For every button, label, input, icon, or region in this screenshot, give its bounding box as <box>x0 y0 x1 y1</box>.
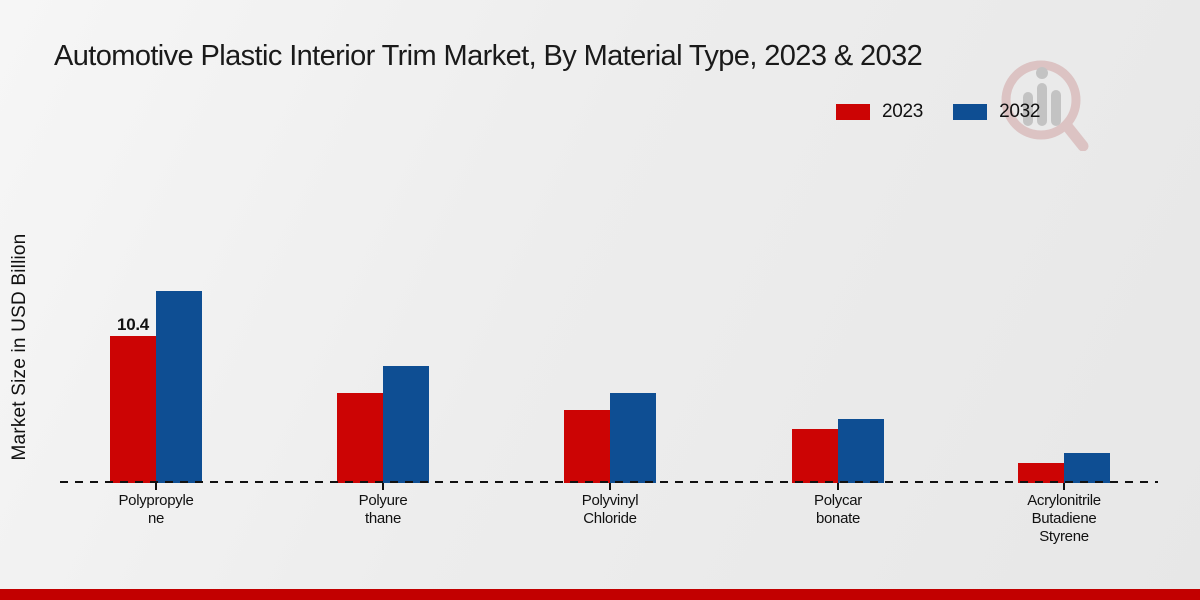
category-label-polyurethane: Polyure thane <box>298 492 468 528</box>
category-label-line: Polyvinyl <box>581 492 639 509</box>
legend-label-2023: 2023 <box>882 101 924 122</box>
category-label-line: thane <box>364 510 402 527</box>
category-label-line: Acrylonitrile <box>1027 492 1101 509</box>
axis-tick-polyurethane <box>382 483 384 490</box>
category-label-polycarbonate: Polycar bonate <box>753 492 923 528</box>
category-label-line: bonate <box>815 510 861 527</box>
category-label-line: Polyure <box>358 492 408 509</box>
bar-2023-polycarbonate <box>792 429 838 483</box>
axis-tick-polyvinyl-chloride <box>609 483 611 490</box>
bar-2023-polyurethane <box>337 393 383 483</box>
category-label-line: Styrene <box>1039 528 1089 545</box>
axis-tick-acrylonitrile-butadiene-styrene <box>1063 483 1065 490</box>
bar-2032-polyurethane <box>383 366 429 483</box>
footer-accent-bar <box>0 589 1200 600</box>
bar-2023-polyvinyl-chloride <box>564 410 610 483</box>
legend-label-2032: 2032 <box>999 101 1041 122</box>
category-label-polypropylene: Polypropyle ne <box>71 492 241 528</box>
category-label-line: Polypropyle <box>118 492 194 509</box>
bar-2032-polycarbonate <box>838 419 884 483</box>
bar-2023-acrylonitrile-butadiene-styrene <box>1018 463 1064 483</box>
bar-value-label-2023-polypropylene: 10.4 <box>117 315 149 334</box>
chart-legend: 2023 2032 <box>836 101 1040 123</box>
category-label-line: Chloride <box>583 510 637 527</box>
bar-2023-polypropylene <box>110 336 156 483</box>
axis-tick-polypropylene <box>155 483 157 490</box>
chart-title: Automotive Plastic Interior Trim Market,… <box>54 40 923 72</box>
category-label-acrylonitrile-butadiene-styrene: Acrylonitrile Butadiene Styrene <box>979 492 1149 546</box>
magnifier-chart-logo-icon <box>1001 60 1089 151</box>
y-axis-label: Market Size in USD Billion <box>9 233 30 461</box>
category-label-polyvinyl-chloride: Polyvinyl Chloride <box>525 492 695 528</box>
legend-item-2023: 2023 <box>836 101 923 123</box>
bar-2032-acrylonitrile-butadiene-styrene <box>1064 453 1110 483</box>
legend-item-2032: 2032 <box>953 101 1040 123</box>
legend-swatch-2023-icon <box>836 104 870 120</box>
category-label-line: ne <box>147 510 165 527</box>
bar-2032-polypropylene <box>156 291 202 483</box>
category-label-line: Butadiene <box>1031 510 1097 527</box>
axis-tick-polycarbonate <box>837 483 839 490</box>
x-axis-dashed-line <box>60 481 1158 483</box>
category-label-line: Polycar <box>814 492 862 509</box>
bar-2032-polyvinyl-chloride <box>610 393 656 483</box>
legend-swatch-2032-icon <box>953 104 988 120</box>
